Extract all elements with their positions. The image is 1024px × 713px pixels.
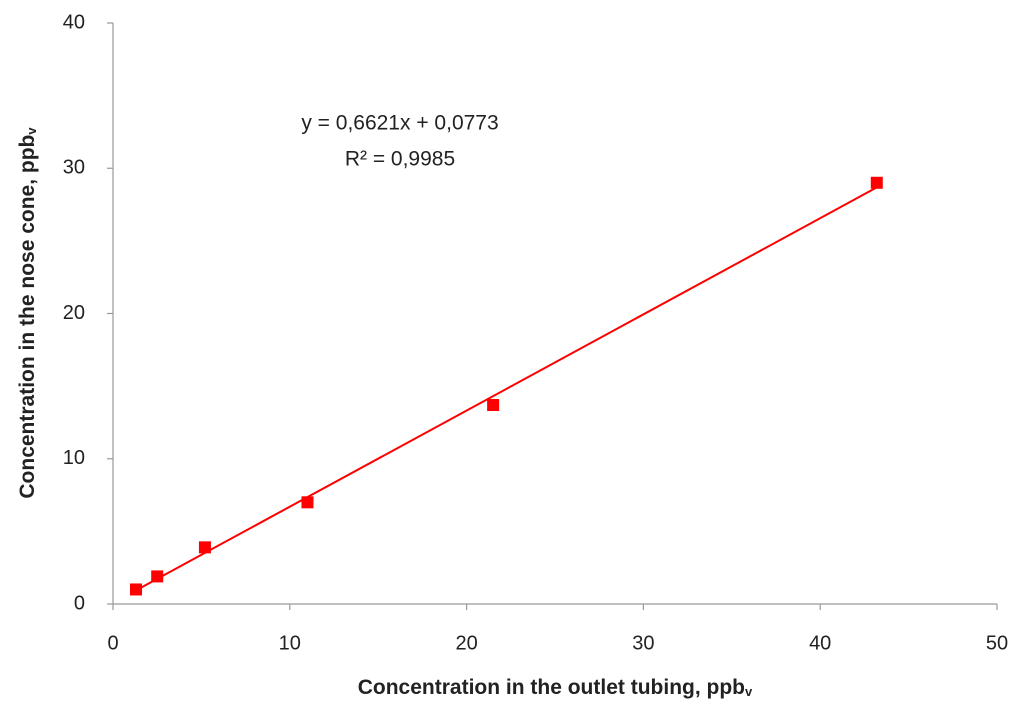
y-tick-label: 10 [63,447,85,469]
x-tick-label: 0 [107,632,118,654]
y-label-text: Concentration in the nose cone, ppb [16,135,39,499]
point [301,496,314,509]
y-tick-label: 20 [63,302,85,324]
x-tick-label: 10 [279,632,301,654]
point [198,541,211,554]
y-label-sub: v [24,127,39,135]
point [151,570,164,583]
x-tick-label: 40 [809,632,831,654]
y-tick-label: 30 [63,157,85,179]
y-tick-label: 40 [63,11,85,33]
point [487,399,500,412]
y-axis-label: Concentration in the nose cone, ppbv [16,127,40,499]
y-tick-label: 0 [74,592,85,614]
x-label-sub: v [745,684,753,699]
trend-line [135,186,878,592]
x-tick-label: 20 [455,632,477,654]
x-tick-label: 50 [986,632,1008,654]
x-label-text: Concentration in the outlet tubing, ppb [358,676,745,699]
point [129,583,142,596]
trend-equation: y = 0,6621x + 0,0773 [301,112,498,135]
x-tick-label: 30 [632,632,654,654]
x-axis-label: Concentration in the outlet tubing, ppbv [358,676,753,700]
r-squared: R² = 0,9985 [345,148,455,171]
point [870,176,883,189]
